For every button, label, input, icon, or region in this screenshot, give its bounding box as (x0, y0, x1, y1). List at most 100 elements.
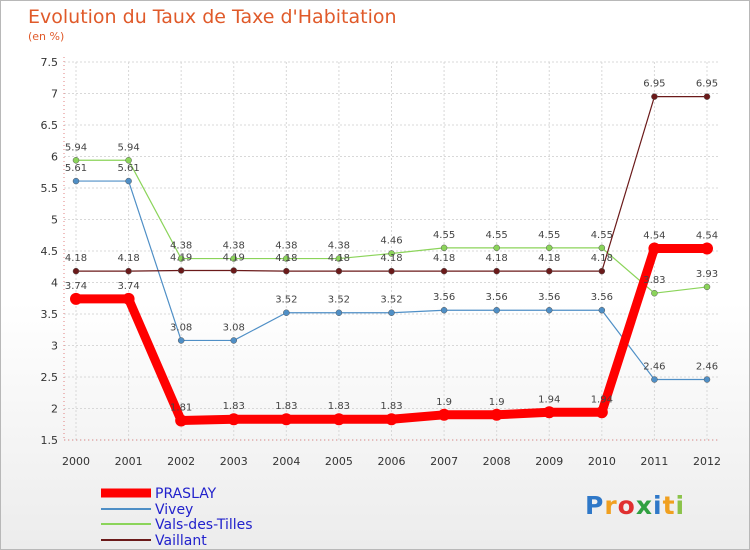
data-point (283, 255, 290, 262)
data-point (651, 93, 658, 100)
data-label: 4.38 (170, 241, 192, 252)
logo-letter: x (635, 491, 653, 520)
data-point (177, 255, 185, 262)
data-label: 5.61 (117, 163, 139, 174)
logo-letter: r (604, 491, 618, 520)
data-point (703, 283, 711, 291)
data-point (72, 157, 80, 164)
chart-subtitle: (en %) (28, 30, 65, 43)
data-point (703, 376, 711, 383)
data-point (177, 267, 185, 274)
data-point (388, 309, 395, 316)
data-point (125, 267, 132, 275)
data-label: 3.52 (328, 295, 350, 306)
data-point (385, 413, 398, 426)
y-tick-label: 7.5 (41, 56, 59, 69)
data-label: 4.38 (328, 241, 350, 252)
data-point (651, 376, 658, 383)
logo-letter: P (585, 491, 605, 520)
data-label: 6.95 (643, 79, 665, 90)
data-label: 4.55 (433, 230, 455, 241)
data-label: 4.55 (591, 230, 613, 241)
y-tick-label: 6.5 (41, 119, 59, 132)
data-point (230, 267, 237, 274)
data-label: 1.83 (275, 401, 297, 412)
proxiti-logo: Proxiti (585, 491, 685, 520)
x-tick-label: 2006 (378, 455, 406, 468)
data-point (595, 406, 608, 419)
data-label: 5.94 (65, 142, 87, 153)
data-label: 5.61 (65, 163, 87, 174)
data-point (335, 255, 343, 262)
data-label: 4.18 (380, 253, 402, 264)
data-point (283, 309, 290, 316)
data-label: 5.94 (117, 142, 139, 153)
data-label: 4.55 (486, 230, 508, 241)
data-point (598, 267, 606, 275)
data-label: 1.81 (170, 402, 192, 413)
data-point (651, 289, 658, 297)
data-point (122, 292, 135, 305)
data-label: 4.54 (696, 230, 718, 241)
data-point (440, 267, 448, 275)
data-label: 4.18 (591, 253, 613, 264)
data-label: 3.08 (223, 322, 245, 333)
data-label: 4.38 (275, 241, 297, 252)
x-tick-label: 2012 (693, 455, 721, 468)
data-point (230, 337, 237, 344)
x-tick-label: 2001 (115, 455, 143, 468)
data-label: 1.83 (328, 401, 350, 412)
data-label: 4.55 (538, 230, 560, 241)
y-tick-label: 3 (51, 340, 58, 353)
data-label: 4.18 (538, 253, 560, 264)
data-label: 4.19 (223, 253, 245, 264)
y-tick-label: 7 (51, 88, 58, 101)
y-tick-label: 2 (51, 403, 58, 416)
data-label: 1.9 (436, 397, 452, 408)
data-label: 3.74 (65, 281, 87, 292)
x-tick-label: 2008 (483, 455, 511, 468)
data-label: 4.18 (117, 253, 139, 264)
data-point (440, 306, 448, 314)
data-point (546, 267, 553, 275)
data-point (440, 244, 448, 252)
x-tick-label: 2004 (272, 455, 300, 468)
x-tick-label: 2009 (535, 455, 563, 468)
y-tick-label: 1.5 (41, 434, 59, 447)
data-label: 4.38 (223, 241, 245, 252)
data-label: 4.46 (380, 236, 402, 247)
data-point (125, 177, 132, 185)
data-point (175, 414, 188, 427)
data-point (493, 306, 500, 314)
data-point (493, 267, 500, 275)
data-point (546, 244, 553, 252)
chart-title: Evolution du Taux de Taxe d'Habitation (28, 6, 397, 28)
legend-label: Vaillant (155, 533, 207, 549)
data-label: 2.46 (643, 362, 665, 373)
data-point (125, 157, 132, 164)
data-label: 3.83 (643, 275, 665, 286)
data-label: 3.56 (538, 292, 560, 303)
data-label: 4.18 (433, 253, 455, 264)
x-tick-label: 2005 (325, 455, 353, 468)
x-tick-label: 2011 (640, 455, 668, 468)
data-label: 3.08 (170, 322, 192, 333)
data-point (543, 406, 556, 419)
data-label: 4.18 (275, 253, 297, 264)
logo-letter: i (653, 491, 663, 520)
logo-letter: t (662, 491, 676, 520)
legend-label: Vals-des-Tilles (155, 517, 253, 533)
x-tick-label: 2002 (167, 455, 195, 468)
logo-letter: o (617, 491, 636, 520)
data-point (388, 250, 395, 257)
data-label: 3.56 (433, 292, 455, 303)
data-label: 1.94 (538, 394, 560, 405)
data-point (280, 413, 293, 426)
data-point (335, 267, 343, 275)
data-point (546, 306, 553, 314)
x-tick-label: 2007 (430, 455, 458, 468)
x-tick-label: 2010 (588, 455, 616, 468)
y-tick-label: 3.5 (41, 308, 59, 321)
